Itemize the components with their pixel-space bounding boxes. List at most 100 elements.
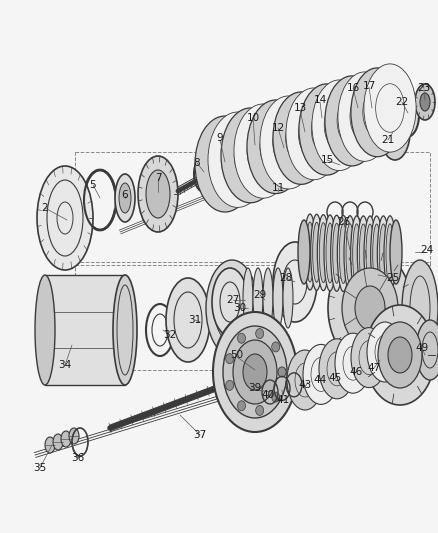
Ellipse shape [45,437,55,453]
Ellipse shape [213,274,249,342]
Ellipse shape [383,216,395,292]
Text: 24: 24 [420,245,433,255]
Text: 30: 30 [233,303,246,313]
Ellipse shape [271,392,279,402]
Ellipse shape [205,260,258,356]
Ellipse shape [363,216,375,292]
Ellipse shape [298,84,353,175]
Ellipse shape [343,216,355,292]
Ellipse shape [220,108,279,203]
Text: 25: 25 [385,273,399,283]
Text: 47: 47 [367,363,380,373]
Ellipse shape [237,333,245,343]
Ellipse shape [272,268,283,328]
Ellipse shape [339,223,346,284]
Ellipse shape [354,286,384,330]
Ellipse shape [378,224,386,284]
Ellipse shape [212,312,297,432]
Ellipse shape [341,268,397,348]
Ellipse shape [262,268,272,328]
Ellipse shape [225,354,233,364]
Ellipse shape [243,268,252,328]
Ellipse shape [385,224,393,284]
Text: 46: 46 [349,367,362,377]
Ellipse shape [357,216,368,292]
Ellipse shape [35,275,55,385]
Ellipse shape [37,166,93,270]
Text: 35: 35 [33,463,46,473]
Ellipse shape [113,275,137,385]
Ellipse shape [334,333,370,393]
Ellipse shape [53,434,63,450]
Ellipse shape [389,220,401,284]
Text: 44: 44 [313,375,326,385]
Ellipse shape [305,222,313,282]
Ellipse shape [119,183,131,213]
Ellipse shape [237,401,245,411]
Bar [45,275,125,385]
Ellipse shape [194,116,254,212]
Ellipse shape [415,320,438,380]
Ellipse shape [327,250,411,366]
Text: 28: 28 [279,273,292,283]
Ellipse shape [277,367,285,377]
Ellipse shape [352,224,360,284]
Ellipse shape [363,64,415,152]
Ellipse shape [394,93,418,137]
Ellipse shape [303,214,315,290]
Ellipse shape [377,216,389,292]
Text: 31: 31 [188,315,201,325]
Ellipse shape [255,328,263,338]
Text: 27: 27 [226,295,239,305]
Text: 50: 50 [230,350,243,360]
Text: 10: 10 [246,113,259,123]
Ellipse shape [365,224,373,284]
Ellipse shape [379,104,409,160]
Text: 17: 17 [361,81,375,91]
Text: 8: 8 [193,158,200,168]
Ellipse shape [223,326,286,418]
Ellipse shape [311,80,366,171]
Ellipse shape [138,156,177,232]
Text: 41: 41 [276,395,289,405]
Text: 21: 21 [381,135,394,145]
Ellipse shape [310,214,322,290]
Text: 23: 23 [417,83,430,93]
Ellipse shape [401,260,437,356]
Text: 40: 40 [261,390,274,400]
Ellipse shape [286,350,322,410]
Ellipse shape [324,76,378,166]
Ellipse shape [386,117,402,147]
Text: 5: 5 [89,180,96,190]
Ellipse shape [318,223,327,282]
Ellipse shape [370,216,382,292]
Ellipse shape [350,328,386,387]
Ellipse shape [225,381,233,390]
Ellipse shape [350,216,362,292]
Text: 2: 2 [42,203,48,213]
Ellipse shape [233,104,292,198]
Text: 29: 29 [253,290,266,300]
Ellipse shape [208,112,267,207]
Ellipse shape [377,322,421,388]
Ellipse shape [212,268,247,336]
Ellipse shape [359,224,367,284]
Text: 22: 22 [395,97,408,107]
Text: 14: 14 [313,95,326,105]
Text: 11: 11 [271,183,284,193]
Ellipse shape [419,93,429,111]
Ellipse shape [283,268,292,328]
Text: 13: 13 [293,103,306,113]
Text: 15: 15 [320,155,333,165]
Ellipse shape [332,223,340,283]
Ellipse shape [345,224,353,284]
Ellipse shape [312,222,320,282]
Ellipse shape [350,68,403,157]
Text: 7: 7 [154,173,161,183]
Ellipse shape [146,170,170,218]
Ellipse shape [252,268,262,328]
Ellipse shape [115,174,135,222]
Text: 39: 39 [248,383,261,393]
Text: 6: 6 [121,190,128,200]
Text: 37: 37 [193,430,206,440]
